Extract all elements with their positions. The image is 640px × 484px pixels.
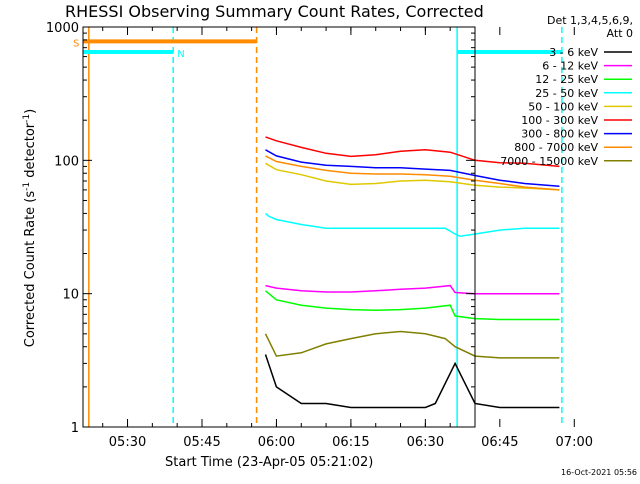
series-line-7: [265, 149, 560, 187]
y-axis-label: Corrected Count Rate (s-1 detector-1): [22, 109, 38, 347]
x-axis-label: Start Time (23-Apr-05 05:21:02): [165, 455, 373, 470]
y-tick-label-1: 1: [71, 421, 79, 436]
series-line-8: [265, 155, 560, 191]
y-tick-label-3: 100: [54, 154, 79, 169]
legend-label-4: 25 - 50 keV: [535, 87, 598, 100]
axis-marks: 1 10 100 1000 05:30 05:45 06:00 06:15 06:30 06:45…: [46, 21, 593, 450]
series-line-5: [265, 162, 560, 191]
generation-timestamp: 16-Oct-2021 05:56: [561, 468, 637, 477]
legend-label-7: 300 - 800 keV: [521, 128, 598, 141]
x-tick-label-2: 05:45: [183, 435, 220, 450]
legend-header-detectors: Det 1,3,4,5,6,9,: [547, 14, 633, 27]
legend-header-attenuator: Att 0: [607, 27, 633, 40]
legend-label-3: 12 - 25 keV: [535, 73, 598, 86]
legend-label-6: 100 - 300 keV: [521, 114, 598, 127]
x-tick-label-1: 05:30: [109, 435, 146, 450]
legend-label-5: 50 - 100 keV: [528, 100, 598, 113]
series-line-9: [264, 330, 560, 359]
series-line-3: [265, 290, 560, 321]
legend-label-2: 6 - 12 keV: [542, 60, 598, 73]
legend-label-1: 3 - 6 keV: [549, 46, 598, 59]
plot-frame: [82, 26, 476, 428]
plot-marks: SN: [73, 27, 563, 427]
mode-bar-label-1: S: [73, 38, 79, 49]
series-line-4: [265, 212, 560, 237]
y-tick-label-4: 1000: [46, 21, 79, 36]
y-tick-label-2: 10: [62, 288, 79, 303]
series-line-6: [265, 136, 560, 168]
x-tick-label-7: 07:00: [556, 435, 593, 450]
series-line-1: [264, 354, 560, 409]
x-tick-label-5: 06:30: [407, 435, 444, 450]
x-tick-label-6: 06:45: [481, 435, 518, 450]
legend-label-9: 7000 - 15000 keV: [500, 155, 598, 168]
series-line-2: [265, 284, 560, 295]
x-tick-label-3: 06:00: [258, 435, 295, 450]
mode-bar-label-2: N: [177, 49, 184, 60]
x-tick-label-4: 06:15: [332, 435, 369, 450]
legend-label-8: 800 - 7000 keV: [514, 141, 598, 154]
chart-title: RHESSI Observing Summary Count Rates, Co…: [65, 2, 484, 21]
